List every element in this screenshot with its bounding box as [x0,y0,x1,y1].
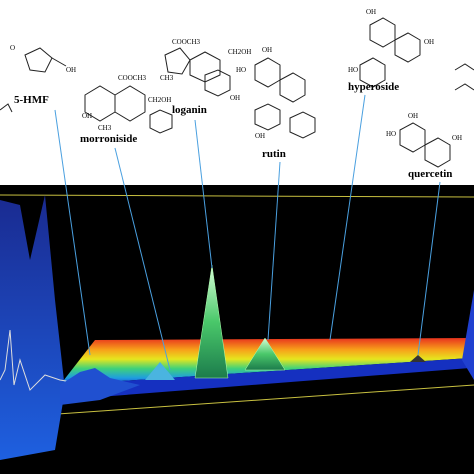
substituent-label: OH [366,8,376,16]
axis-line [0,194,474,198]
right-peak [462,290,474,380]
substituent-label: OH [262,46,272,54]
arrows [54,94,441,371]
substituent-label: HO [236,66,246,74]
substituent-label: CH2OH [228,48,251,56]
chromatogram-background [0,185,474,474]
compound-label: loganin [172,104,207,116]
structures [0,17,474,168]
substituent-label: CH2OH [148,96,171,104]
quercetin-peak [410,355,426,362]
compound-label: hyperoside [348,81,399,93]
left-peaks [0,195,65,460]
substituent-label: CH3 [160,74,174,82]
compound-label: quercetin [408,168,452,180]
surface-ridge [60,368,140,405]
substituent-label: COOCH3 [172,38,201,46]
substituent-label: OH [408,112,418,120]
substituent-label: HO [348,66,358,74]
loganin-peak [194,264,229,379]
substituent-label: OH [230,94,240,102]
compound-label: morroniside [80,133,137,145]
substituent-label: OH [452,134,462,142]
substituent-label: OH [82,112,92,120]
substituent-label: OH [424,38,434,46]
trace [0,329,91,391]
compound-label: rutin [262,148,286,160]
substituent-label: O [10,44,15,52]
substituent-label: OH [255,132,265,140]
rutin-peak [244,337,286,371]
surface-edge [60,358,470,400]
substituent-label: COOCH3 [118,74,147,82]
substituent-label: HO [386,130,396,138]
substituent-label: CH3 [98,124,112,132]
axis-line [0,384,474,419]
substituent-label: OH [66,66,76,74]
compound-label: 5-HMF [14,94,49,106]
small-peak [145,362,175,380]
